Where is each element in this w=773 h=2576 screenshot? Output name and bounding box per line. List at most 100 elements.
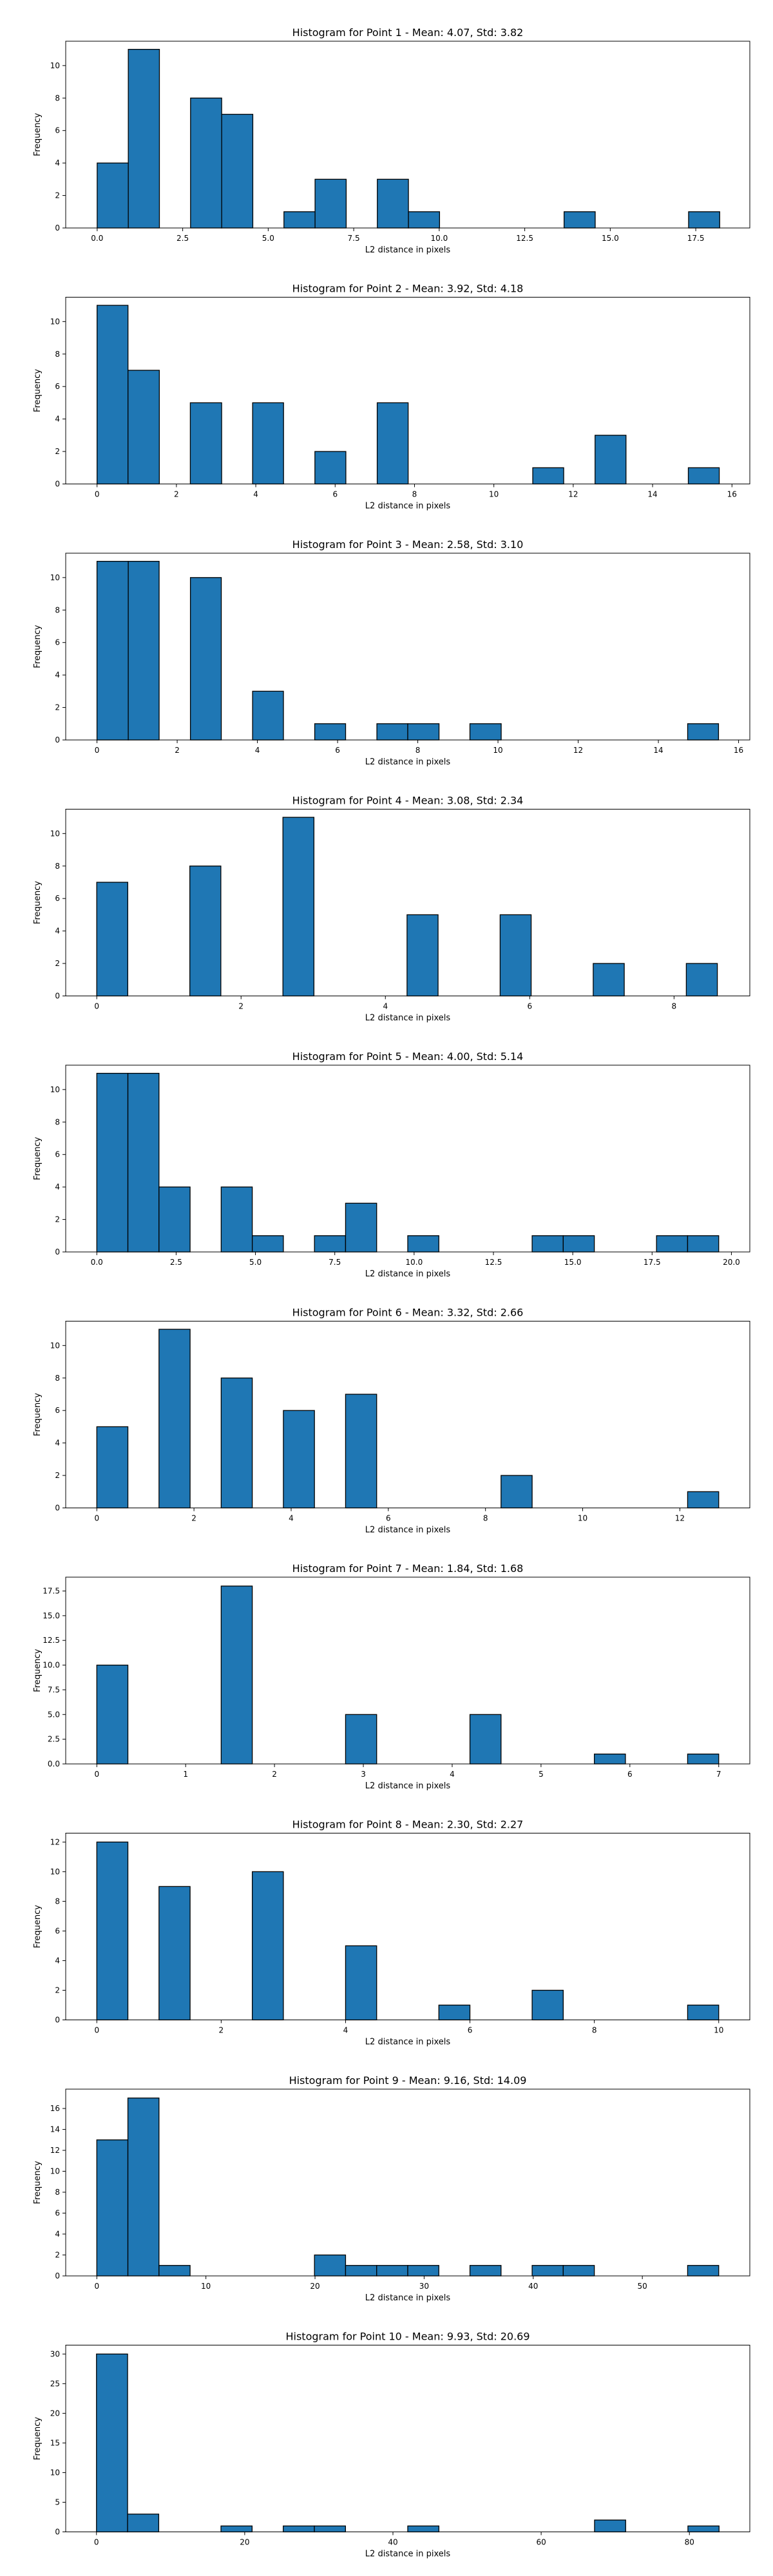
x-axis-label: L2 distance in pixels	[365, 2293, 451, 2303]
x-tick-label: 6	[335, 746, 340, 755]
y-tick-label: 4	[55, 927, 60, 936]
y-tick-label: 0	[55, 735, 60, 744]
x-tick-label: 4	[253, 490, 258, 499]
y-tick-label: 2	[55, 1215, 60, 1224]
y-tick-label: 8	[55, 93, 60, 102]
y-tick-label: 6	[55, 126, 60, 135]
y-tick-label: 6	[55, 638, 60, 647]
histogram-bar	[531, 2265, 564, 2277]
histogram-bar	[127, 2098, 160, 2277]
x-tick-label: 0	[94, 1770, 99, 1779]
x-tick-label: 6	[627, 1770, 633, 1779]
histogram-bar	[408, 211, 441, 229]
y-tick-label: 10	[50, 1341, 60, 1350]
x-tick-label: 10	[489, 490, 499, 499]
x-tick-label: 8	[592, 2026, 597, 2035]
x-tick-label: 10	[578, 1514, 587, 1523]
y-tick-label: 4	[55, 2230, 60, 2239]
histogram-bar	[345, 1202, 377, 1253]
y-tick-label: 10.0	[43, 1661, 60, 1670]
histogram-bar	[220, 1186, 253, 1253]
y-tick-label: 12	[50, 2146, 60, 2155]
x-tick-label: 7.5	[329, 1258, 341, 1267]
histogram-bar	[96, 882, 128, 997]
y-tick-label: 0	[55, 480, 60, 489]
y-tick-label: 10	[50, 2167, 60, 2176]
y-tick-label: 2.5	[48, 1735, 60, 1744]
y-tick-label: 10	[50, 2468, 60, 2477]
histogram-bar	[687, 2004, 720, 2021]
histogram-bar	[158, 1886, 191, 2021]
x-tick-label: 16	[734, 746, 743, 755]
histogram-bar	[220, 2525, 253, 2533]
x-tick-label: 3	[361, 1770, 366, 1779]
histogram-bar	[314, 1235, 347, 1253]
y-tick-label: 15.0	[43, 1611, 60, 1620]
y-tick-label: 7.5	[48, 1685, 60, 1694]
histogram-bar	[220, 1378, 253, 1509]
y-tick-label: 4	[55, 415, 60, 424]
x-tick-label: 10	[201, 2282, 211, 2291]
y-tick-label: 6	[55, 1406, 60, 1415]
x-tick-label: 8	[672, 1002, 677, 1011]
y-axis-label: Frequency	[33, 2161, 43, 2204]
y-tick-label: 2	[55, 2251, 60, 2260]
x-tick-label: 0	[94, 1002, 99, 1011]
histogram-bar	[128, 560, 160, 741]
histogram-bar	[96, 1426, 129, 1509]
histogram-panel-2: 0 2 4 6 8 10 12 14 16 0 2 4 6 8 10 Histogram for Point …	[33, 283, 750, 511]
y-tick-label: 0	[55, 1247, 60, 1256]
histogram-bar	[531, 1235, 564, 1253]
y-tick-label: 4	[55, 158, 60, 167]
y-axis-label: Frequency	[33, 1905, 43, 1948]
panel-title: Histogram for Point 2 - Mean: 3.92, Std:…	[292, 283, 524, 295]
x-tick-label: 20	[240, 2538, 249, 2547]
histogram-bar	[282, 817, 315, 997]
x-axis-label: L2 distance in pixels	[365, 2550, 451, 2559]
y-tick-label: 0	[55, 2271, 60, 2280]
axes-frame	[65, 553, 750, 741]
y-tick-label: 6	[55, 894, 60, 903]
y-tick-label: 25	[50, 2379, 60, 2388]
histogram-bar	[407, 723, 440, 741]
y-axis-label: Frequency	[33, 1393, 43, 1436]
histogram-bar	[127, 1072, 160, 1253]
histogram-bar	[96, 560, 129, 741]
histogram-bar	[314, 2525, 346, 2533]
y-axis-label: Frequency	[33, 369, 43, 412]
histogram-bar	[252, 690, 284, 741]
panel-title: Histogram for Point 1 - Mean: 4.07, Std:…	[292, 26, 524, 39]
histogram-bar	[406, 914, 439, 997]
histogram-bar	[345, 1714, 377, 1765]
histogram-panel-7: 0 1 2 3 4 5 6 7 0.0 2.5 5.0 7.5 10.0 12.5 15.0 17.5 Hist…	[33, 1562, 750, 1791]
histogram-bar	[594, 2519, 626, 2533]
x-tick-label: 2	[238, 1002, 243, 1011]
histogram-bar	[562, 1235, 595, 1253]
panel-title: Histogram for Point 8 - Mean: 2.30, Std:…	[292, 1819, 524, 1831]
y-tick-label: 0	[55, 2528, 60, 2537]
histogram-bar	[128, 370, 160, 485]
y-tick-label: 5.0	[48, 1710, 60, 1719]
histogram-bar	[127, 2514, 160, 2533]
y-axis-label: Frequency	[33, 2417, 43, 2460]
histogram-bar	[189, 402, 222, 485]
histogram-bar	[96, 2139, 129, 2277]
x-tick-label: 8	[415, 746, 421, 755]
x-tick-label: 12	[568, 490, 578, 499]
y-tick-label: 2	[55, 703, 60, 712]
y-tick-label: 16	[50, 2104, 60, 2113]
histogram-bar	[158, 1186, 191, 1253]
x-tick-label: 5	[539, 1770, 544, 1779]
x-axis-label: L2 distance in pixels	[365, 1526, 451, 1535]
y-tick-label: 17.5	[43, 1586, 60, 1595]
x-tick-label: 80	[685, 2538, 694, 2547]
y-axis-label: Frequency	[33, 113, 43, 156]
histogram-panel-3: 0 2 4 6 8 10 12 14 16 0 2 4 6 8 10 Histogram for Point …	[33, 538, 750, 767]
x-tick-label: 0.0	[91, 1258, 103, 1267]
x-tick-label: 6	[386, 1514, 391, 1523]
histogram-bar	[564, 211, 596, 229]
x-tick-label: 0	[94, 1514, 99, 1523]
histogram-panel-10: 0 20 40 60 80 0 5 10 15 20 25 30 Histogram for Point…	[33, 2331, 750, 2559]
y-tick-label: 10	[50, 829, 60, 838]
axes-frame	[65, 1065, 750, 1253]
